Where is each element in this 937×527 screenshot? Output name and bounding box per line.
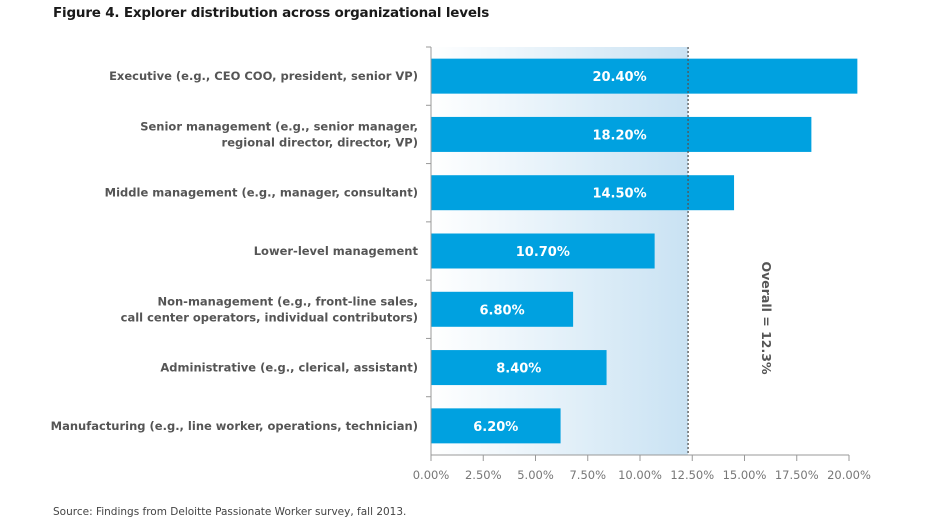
x-tick-label: 12.50% <box>670 468 714 482</box>
category-label: Middle management (e.g., manager, consul… <box>105 186 418 200</box>
bar <box>431 350 607 386</box>
figure-title: Figure 4. Explorer distribution across o… <box>53 5 490 21</box>
x-tick-label: 17.50% <box>775 468 819 482</box>
x-tick-label: 20.00% <box>827 468 871 482</box>
category-label: Executive (e.g., CEO COO, president, sen… <box>109 69 418 83</box>
bar-value-label: 20.40% <box>592 70 646 85</box>
category-label: Senior management (e.g., senior manager, <box>140 119 418 133</box>
category-label: Non-management (e.g., front-line sales, <box>157 294 418 308</box>
category-label: Administrative (e.g., clerical, assistan… <box>160 361 418 375</box>
x-tick-label: 10.00% <box>618 468 662 482</box>
overall-reference-label: Overall = 12.3% <box>759 262 774 375</box>
bar <box>431 408 561 444</box>
x-tick-label: 7.50% <box>569 468 606 482</box>
x-tick-label: 2.50% <box>465 468 502 482</box>
bar <box>431 116 812 152</box>
x-tick-label: 5.00% <box>517 468 554 482</box>
x-tick-label: 0.00% <box>413 468 450 482</box>
bar-value-label: 10.70% <box>516 245 570 260</box>
category-label: Lower-level management <box>254 244 419 258</box>
bar <box>431 58 858 94</box>
bar-value-label: 14.50% <box>592 187 646 202</box>
category-label: call center operators, individual contri… <box>121 310 418 324</box>
bar-value-label: 18.20% <box>592 128 646 143</box>
bar-value-label: 6.80% <box>480 303 525 318</box>
bar <box>431 291 574 327</box>
bar-chart: 20.40%18.20%14.50%10.70%6.80%8.40%6.20% … <box>51 46 871 482</box>
bar-value-label: 8.40% <box>496 362 541 377</box>
category-label: regional director, director, VP) <box>222 135 418 149</box>
bar <box>431 233 655 269</box>
category-label: Manufacturing (e.g., line worker, operat… <box>51 419 418 433</box>
figure-source-note: Source: Findings from Deloitte Passionat… <box>53 506 407 518</box>
x-tick-label: 15.00% <box>723 468 767 482</box>
bar <box>431 175 735 211</box>
bar-value-label: 6.20% <box>473 420 518 435</box>
